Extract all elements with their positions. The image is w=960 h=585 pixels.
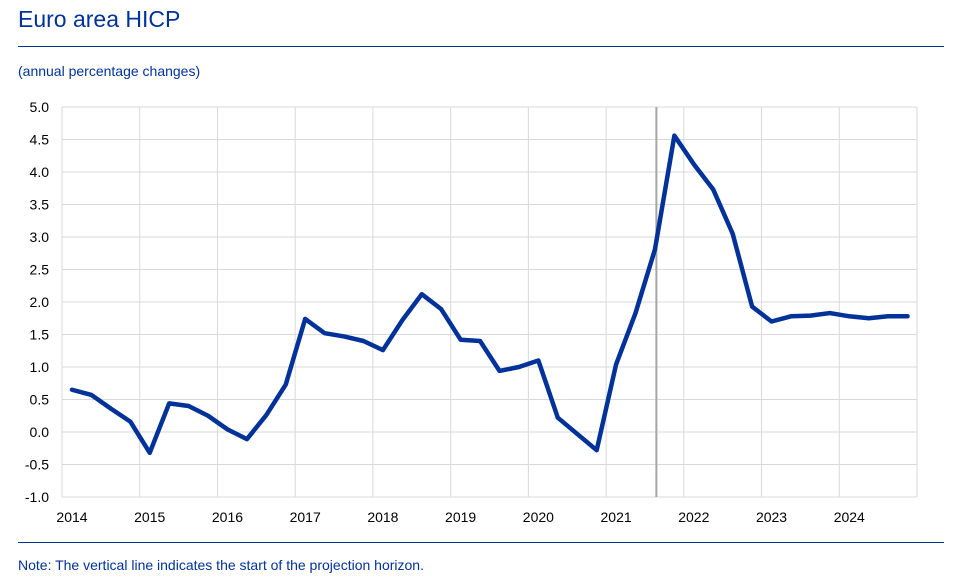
y-axis-ticks: 5.0 4.5 4.0 3.5 3.0 2.5 2.0 1.5 1.0 0.5 0.0 -0.5 -1.… bbox=[25, 99, 49, 505]
y-tick-label: 2.0 bbox=[30, 294, 50, 310]
y-tick-label: 4.0 bbox=[30, 164, 50, 180]
y-tick-label: 5.0 bbox=[30, 99, 50, 115]
x-axis-ticks: 2014 2015 2016 2017 2018 2019 2020 2021 2022 2023… bbox=[56, 509, 865, 525]
y-tick-label: 1.5 bbox=[30, 327, 50, 343]
data-series bbox=[69, 133, 910, 456]
y-tick-label: 0.0 bbox=[30, 424, 50, 440]
y-tick-label: 0.5 bbox=[30, 392, 50, 408]
x-tick-label: 2022 bbox=[678, 509, 709, 525]
y-tick-label: 1.0 bbox=[30, 359, 50, 375]
x-tick-label: 2016 bbox=[212, 509, 243, 525]
x-tick-label: 2014 bbox=[56, 509, 87, 525]
chart-title: Euro area HICP bbox=[18, 6, 181, 32]
x-tick-label: 2019 bbox=[445, 509, 476, 525]
y-tick-label: -0.5 bbox=[25, 457, 49, 473]
top-divider bbox=[18, 46, 944, 47]
y-tick-label: -1.0 bbox=[25, 489, 49, 505]
x-tick-label: 2018 bbox=[367, 509, 398, 525]
hicp-series-line bbox=[69, 133, 910, 456]
bottom-divider bbox=[18, 542, 944, 543]
x-tick-label: 2020 bbox=[523, 509, 554, 525]
chart-subtitle: (annual percentage changes) bbox=[18, 63, 201, 79]
y-tick-label: 3.5 bbox=[30, 197, 50, 213]
x-tick-label: 2015 bbox=[134, 509, 165, 525]
y-tick-label: 4.5 bbox=[30, 132, 50, 148]
x-tick-label: 2023 bbox=[756, 509, 787, 525]
chart-note: Note: The vertical line indicates the st… bbox=[18, 557, 424, 573]
x-tick-label: 2017 bbox=[290, 509, 321, 525]
x-tick-label: 2024 bbox=[834, 509, 865, 525]
y-tick-label: 2.5 bbox=[30, 262, 50, 278]
gridlines bbox=[61, 106, 918, 498]
x-tick-label: 2021 bbox=[601, 509, 632, 525]
y-tick-label: 3.0 bbox=[30, 229, 50, 245]
